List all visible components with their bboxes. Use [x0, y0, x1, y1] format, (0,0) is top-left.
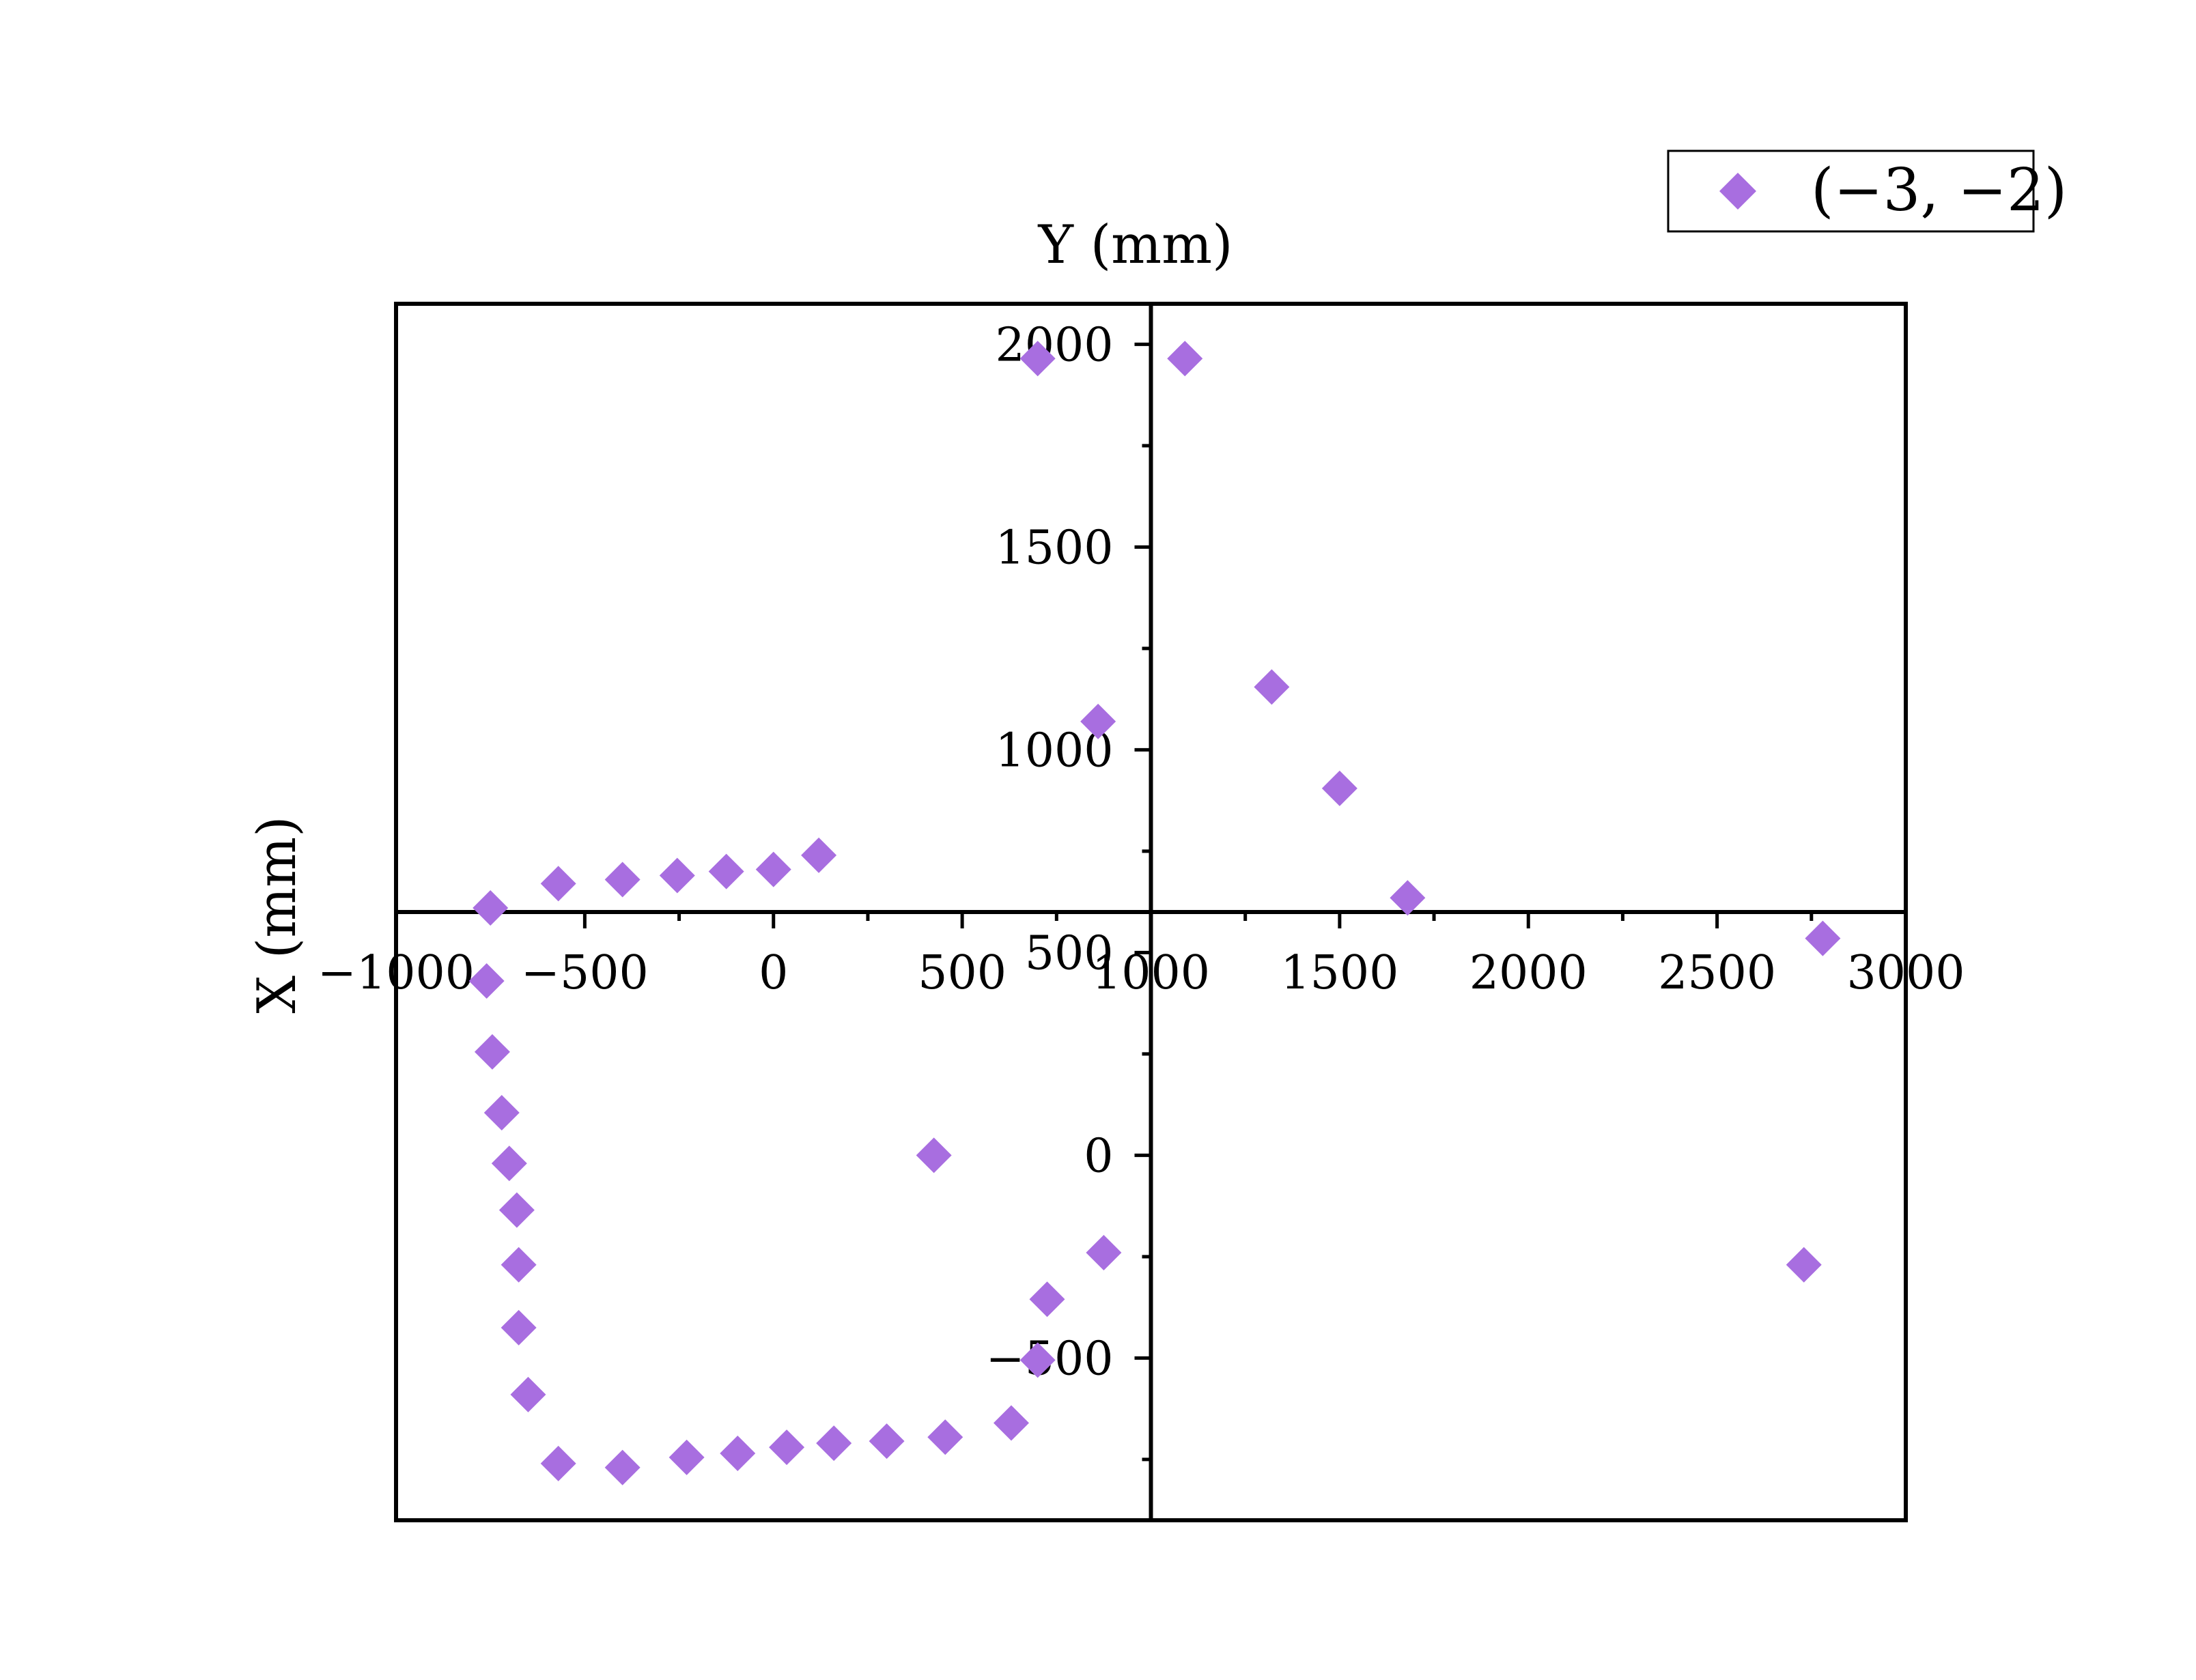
- legend-entry-label: (−3, −2): [1811, 156, 2067, 225]
- data-point: [1019, 1342, 1056, 1378]
- data-point: [501, 1247, 537, 1283]
- data-point: [1390, 880, 1426, 916]
- data-point: [474, 1034, 510, 1070]
- data-point: [468, 963, 505, 999]
- data-points: [468, 341, 1841, 1485]
- x-tick-label: 2500: [1658, 946, 1776, 1000]
- x-tick-label: 0: [759, 946, 788, 1000]
- data-point: [491, 1145, 527, 1182]
- data-point: [668, 1439, 705, 1475]
- data-point: [473, 890, 509, 926]
- data-point: [540, 866, 576, 902]
- data-point: [501, 1309, 537, 1346]
- data-point: [604, 862, 640, 898]
- x-tick-label: 500: [918, 946, 1006, 1000]
- data-point: [1167, 341, 1203, 377]
- data-point: [801, 837, 837, 873]
- data-point: [1080, 703, 1116, 739]
- data-point: [720, 1435, 756, 1471]
- legend: (−3, −2): [1667, 150, 2067, 233]
- data-point: [498, 1192, 535, 1228]
- data-point: [708, 853, 744, 889]
- y-tick-label: 1500: [995, 521, 1113, 575]
- data-point: [604, 1449, 640, 1485]
- data-point: [1019, 341, 1056, 377]
- data-point: [1254, 669, 1290, 705]
- y-tick-label: 0: [1084, 1129, 1113, 1183]
- data-point: [1786, 1247, 1822, 1283]
- data-point: [916, 1137, 952, 1173]
- data-point: [540, 1445, 576, 1481]
- x-axis-ticks: −1000 −500 0 500 1000 1500 2000 2500 3000: [318, 912, 1965, 1000]
- data-point: [1321, 770, 1357, 806]
- data-point: [510, 1376, 546, 1412]
- data-point: [927, 1419, 963, 1455]
- data-point: [755, 851, 791, 887]
- y-tick-label: 2000: [995, 318, 1113, 372]
- x-tick-label: 3000: [1846, 946, 1965, 1000]
- data-point: [659, 857, 695, 894]
- x-tick-label: 1000: [1092, 946, 1210, 1000]
- x-tick-label: 2000: [1469, 946, 1588, 1000]
- x-tick-label: 1500: [1280, 946, 1398, 1000]
- data-point: [769, 1429, 805, 1466]
- data-point: [483, 1095, 520, 1131]
- y-tick-label: 500: [1025, 926, 1114, 980]
- data-point: [816, 1425, 852, 1462]
- data-point: [1029, 1281, 1065, 1318]
- data-point: [1805, 920, 1841, 956]
- legend-marker-icon: [1719, 173, 1756, 210]
- data-point: [1086, 1234, 1122, 1270]
- x-tick-label: −1000: [318, 946, 475, 1000]
- data-point: [993, 1405, 1029, 1441]
- data-point: [869, 1423, 905, 1460]
- x-tick-label: −500: [521, 946, 649, 1000]
- y-axis-title: Y (mm): [1037, 214, 1233, 276]
- x-axis-title: X (mm): [247, 816, 308, 1013]
